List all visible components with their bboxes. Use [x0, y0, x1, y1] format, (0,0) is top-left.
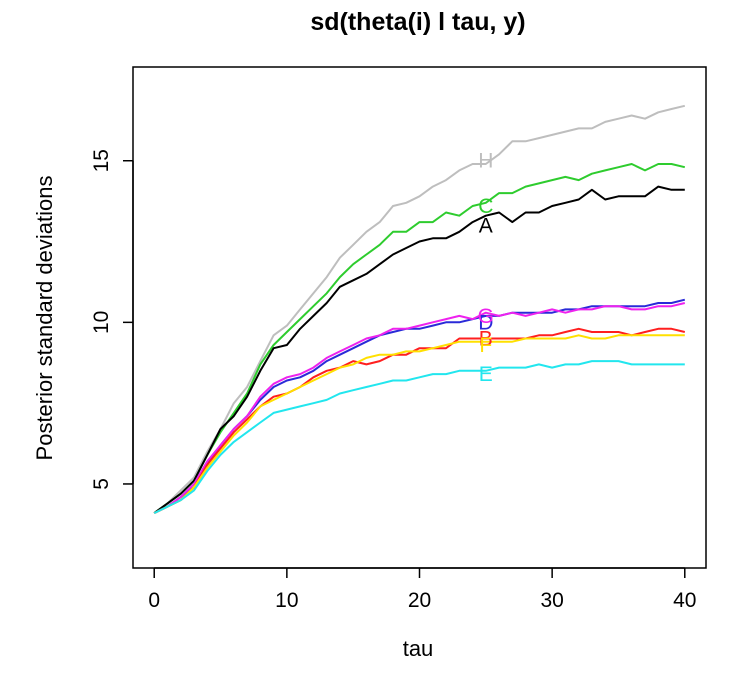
- x-axis-label: tau: [403, 636, 434, 661]
- series-line-e: [153, 360, 685, 514]
- series-label-a: A: [479, 214, 493, 237]
- x-tick-label: 20: [408, 589, 431, 612]
- chart-title: sd(theta(i) l tau, y): [310, 8, 525, 36]
- y-tick-label: 5: [90, 478, 113, 490]
- plot-frame: [132, 66, 707, 569]
- x-axis: 0 10 20 30 40: [148, 567, 696, 612]
- y-tick-label: 10: [90, 311, 113, 334]
- series-label-g: G: [478, 305, 494, 328]
- series-label-h: H: [478, 150, 493, 173]
- series-group: [153, 104, 686, 514]
- series-line-h: [153, 104, 686, 514]
- series-line-g: [153, 302, 686, 514]
- series-line-c: [153, 163, 686, 514]
- series-line-b: [153, 327, 686, 514]
- x-tick-label: 10: [275, 589, 298, 612]
- y-axis-label: Posterior standard deviations: [32, 176, 57, 461]
- series-line-a: [153, 185, 685, 514]
- y-axis: 5 10 15: [90, 149, 134, 490]
- series-line-f: [153, 334, 685, 514]
- x-tick-label: 30: [540, 589, 563, 612]
- series-label-b: B: [479, 328, 493, 351]
- series-label-c: C: [478, 195, 493, 218]
- x-tick-label: 40: [673, 589, 696, 612]
- series-label-e: E: [479, 363, 493, 386]
- series-label-d: D: [478, 311, 493, 334]
- x-tick-label: 0: [148, 589, 160, 612]
- series-label-f: F: [479, 334, 492, 357]
- y-tick-label: 15: [90, 149, 113, 172]
